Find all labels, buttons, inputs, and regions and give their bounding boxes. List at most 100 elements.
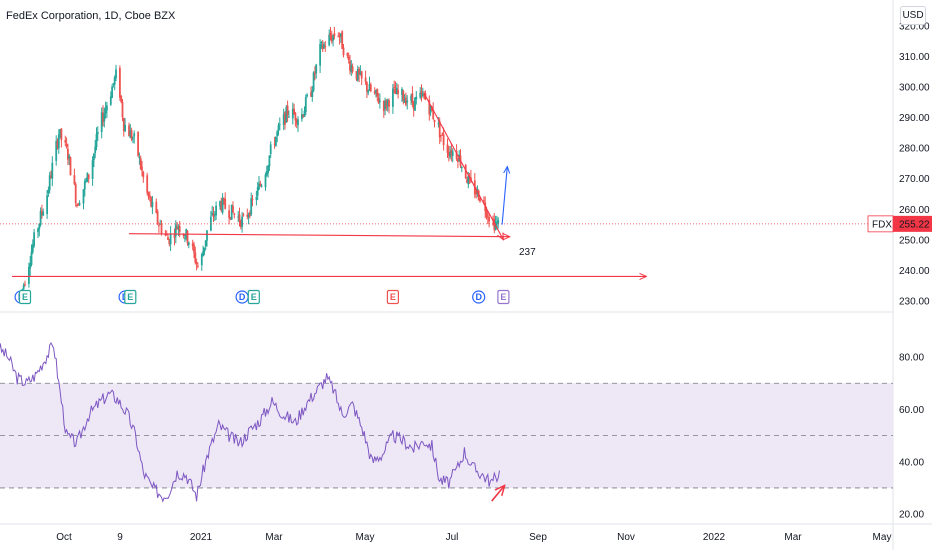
candle-body bbox=[241, 216, 243, 227]
candle-body bbox=[467, 176, 470, 185]
candle-body bbox=[178, 226, 181, 232]
candle-body bbox=[437, 123, 440, 125]
candle-body bbox=[269, 144, 272, 155]
candle-body bbox=[24, 284, 26, 286]
candle-body bbox=[150, 197, 152, 207]
candle-body bbox=[442, 134, 445, 146]
candle-body bbox=[148, 195, 151, 198]
candle-body bbox=[282, 114, 285, 125]
candle-body bbox=[440, 135, 442, 137]
candle-body bbox=[132, 138, 134, 140]
candle-body bbox=[320, 42, 323, 44]
candle-body bbox=[197, 265, 199, 267]
candle-body bbox=[369, 84, 372, 92]
candle-body bbox=[265, 171, 268, 176]
candle-body bbox=[159, 223, 162, 225]
candle-body bbox=[94, 146, 97, 154]
candle-body bbox=[420, 91, 423, 95]
candle-body bbox=[57, 134, 60, 149]
candle-body bbox=[255, 197, 258, 200]
price-tick-label: 230.00 bbox=[899, 296, 930, 307]
time-tick-label: May bbox=[356, 532, 375, 543]
candle-body bbox=[397, 90, 399, 94]
candle-body bbox=[385, 100, 388, 108]
candle-body bbox=[483, 200, 485, 202]
candle-body bbox=[267, 165, 269, 173]
candle-body bbox=[93, 153, 95, 161]
candle-body bbox=[46, 195, 48, 215]
candle-body bbox=[329, 33, 332, 38]
candle-body bbox=[228, 210, 230, 218]
candle-body bbox=[246, 214, 249, 217]
candle-body bbox=[268, 155, 271, 167]
price-tick-label: 250.00 bbox=[899, 235, 930, 246]
candle-body bbox=[412, 101, 415, 110]
candle-body bbox=[341, 31, 344, 49]
earnings-letter: E bbox=[500, 292, 506, 302]
candle-body bbox=[349, 60, 351, 71]
candle-body bbox=[479, 198, 481, 202]
price-tick-label: 240.00 bbox=[899, 266, 930, 277]
candle-body bbox=[230, 204, 233, 220]
earnings-icon bbox=[247, 289, 260, 305]
time-tick-label: Nov bbox=[617, 532, 635, 543]
candle-body bbox=[347, 56, 350, 60]
candle-body bbox=[51, 162, 54, 179]
time-tick-label: Mar bbox=[265, 532, 283, 543]
candle-body bbox=[323, 44, 325, 48]
candle-body bbox=[160, 223, 163, 234]
candle-body bbox=[277, 125, 280, 131]
candle-body bbox=[377, 98, 380, 104]
candle-body bbox=[394, 88, 397, 94]
candle-body bbox=[466, 179, 468, 183]
candle-body bbox=[82, 189, 85, 204]
price-tick-label: 310.00 bbox=[899, 52, 930, 63]
currency-button[interactable]: USD bbox=[900, 6, 926, 25]
candle-body bbox=[346, 53, 349, 56]
candle-body bbox=[376, 88, 379, 97]
candle-body bbox=[319, 43, 321, 66]
time-tick-label: May bbox=[873, 532, 892, 543]
candle-body bbox=[293, 108, 295, 115]
candle-body bbox=[215, 205, 217, 216]
candle-body bbox=[411, 93, 414, 103]
candle-body bbox=[401, 88, 403, 96]
candle-body bbox=[224, 198, 227, 209]
candle-body bbox=[165, 234, 168, 236]
candle-body bbox=[203, 247, 206, 252]
candle-body bbox=[184, 237, 186, 239]
candle-body bbox=[302, 114, 305, 117]
earnings-letter: E bbox=[251, 292, 257, 302]
candle-body bbox=[164, 234, 167, 236]
candle-body bbox=[273, 143, 276, 145]
candle-body bbox=[342, 47, 345, 56]
candle-body bbox=[358, 69, 360, 75]
candle-body bbox=[37, 228, 39, 233]
candle-body bbox=[128, 125, 130, 137]
candle-body bbox=[167, 237, 169, 240]
candle-body bbox=[373, 91, 376, 94]
candle-body bbox=[142, 171, 145, 178]
time-tick-label: Oct bbox=[56, 532, 72, 543]
candle-body bbox=[85, 179, 87, 181]
candle-body bbox=[204, 240, 207, 247]
earnings-icon bbox=[18, 289, 32, 305]
candle-body bbox=[446, 144, 449, 153]
rsi-line bbox=[0, 342, 500, 503]
candle-body bbox=[95, 133, 98, 148]
candle-body bbox=[464, 164, 467, 178]
candle-body bbox=[22, 285, 25, 289]
price-tick-label: 270.00 bbox=[899, 174, 930, 185]
candle-body bbox=[315, 64, 318, 74]
time-tick-label: 2021 bbox=[190, 532, 213, 543]
rsi-tick-label: 60.00 bbox=[899, 405, 924, 416]
candle-body bbox=[169, 233, 172, 245]
candle-body bbox=[232, 205, 234, 213]
candle-body bbox=[139, 158, 142, 169]
candle-body bbox=[457, 159, 459, 162]
candle-body bbox=[285, 106, 288, 123]
rsi-tick-label: 40.00 bbox=[899, 457, 924, 468]
candle-body bbox=[133, 133, 136, 137]
candle-body bbox=[177, 226, 180, 229]
